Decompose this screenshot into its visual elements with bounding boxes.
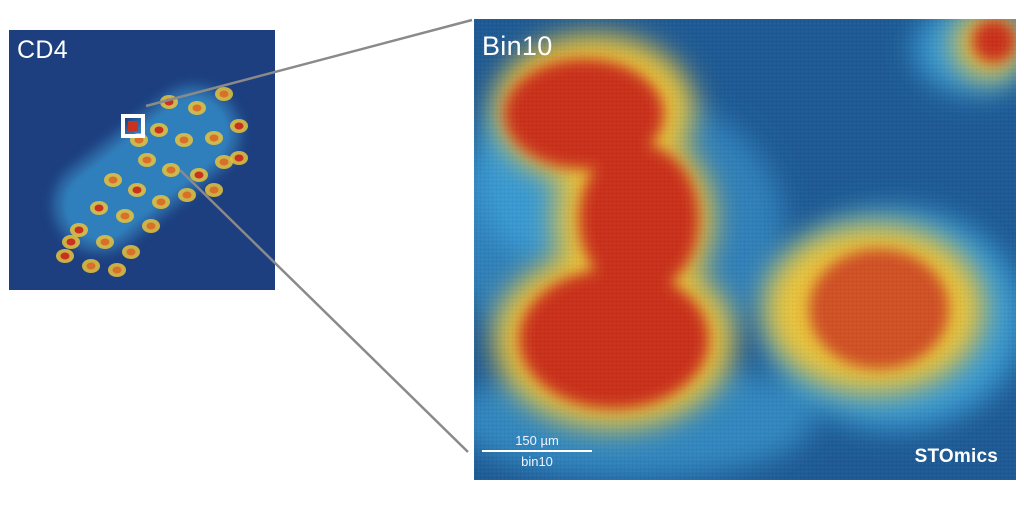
overview-hotspot-core xyxy=(219,90,229,98)
overview-hotspot-core xyxy=(86,262,96,270)
connector-bottom xyxy=(179,169,469,453)
scale-bar: 150 µm bin10 xyxy=(482,433,592,469)
overview-hotspot-core xyxy=(100,238,110,246)
overview-hotspot-core xyxy=(209,134,219,142)
overview-hotspot-core xyxy=(234,122,244,130)
zoom-panel: Bin10 xyxy=(474,19,1016,480)
brand-logo: STOmics xyxy=(914,446,998,467)
scale-bar-unit: bin10 xyxy=(521,454,553,469)
overview-hotspot-core xyxy=(94,204,104,212)
overview-panel: CD4 xyxy=(9,30,275,290)
overview-hotspot-core xyxy=(60,252,70,260)
overview-hotspot-core xyxy=(126,248,136,256)
scale-bar-length: 150 µm xyxy=(515,433,559,448)
overview-hotspot-core xyxy=(156,198,166,206)
overview-hotspot-core xyxy=(146,222,156,230)
overview-hotspot-core xyxy=(234,154,244,162)
overview-hotspot-core xyxy=(132,186,142,194)
overview-hotspot-core xyxy=(166,166,176,174)
overview-hotspot-core xyxy=(209,186,219,194)
overview-hotspot-core xyxy=(182,191,192,199)
zoom-heatmap xyxy=(474,19,1016,480)
zoom-label: Bin10 xyxy=(482,31,553,61)
connector-top xyxy=(145,18,473,108)
overview-hotspot-core xyxy=(74,226,84,234)
scale-bar-line xyxy=(482,450,592,452)
overview-hotspot-core xyxy=(112,266,122,274)
overview-hotspot-core xyxy=(120,212,130,220)
overview-hotspot-core xyxy=(219,158,229,166)
overview-hotspot-core xyxy=(192,104,202,112)
overview-hotspot-core xyxy=(134,136,144,144)
overview-hotspot-core xyxy=(142,156,152,164)
overview-hotspot-core xyxy=(154,126,164,134)
overview-tissue-map xyxy=(53,85,248,277)
overview-hotspot-core xyxy=(66,238,76,246)
overview-hotspot-core xyxy=(108,176,118,184)
overview-label: CD4 xyxy=(17,36,68,64)
overview-hotspot-core xyxy=(194,171,204,179)
overview-hotspot-core xyxy=(179,136,189,144)
zoom-region-marker xyxy=(121,114,145,138)
